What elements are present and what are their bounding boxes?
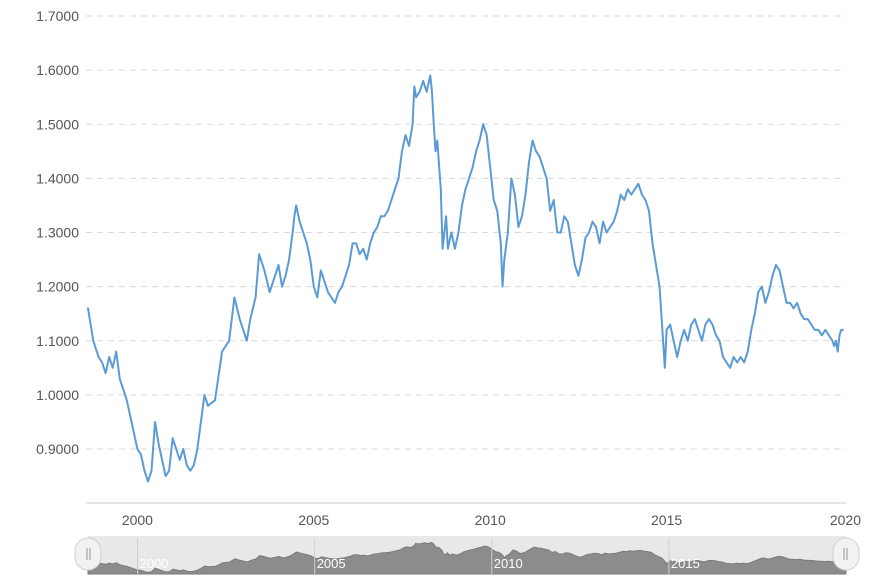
navigator-area [87,541,847,575]
x-tick-label: 2000 [122,512,153,528]
y-tick-label: 1.5000 [36,116,79,132]
y-tick-label: 1.0000 [36,387,79,403]
navigator-label: 2005 [317,556,346,571]
x-tick-label: 2005 [298,512,329,528]
navigator-handle-left[interactable] [74,537,102,571]
y-tick-label: 1.6000 [36,62,79,78]
y-tick-label: 1.3000 [36,225,79,241]
navigator-label: 2000 [140,556,169,571]
navigator-label: 2010 [494,556,523,571]
y-tick-label: 1.7000 [36,8,79,24]
x-tick-label: 2020 [830,512,861,528]
x-axis-tick-labels: 2000 2005 2010 2015 2020 [122,512,861,528]
x-tick-label: 2015 [651,512,682,528]
series-group [87,74,844,483]
x-tick-label: 2010 [475,512,506,528]
y-tick-label: 1.1000 [36,333,79,349]
navigator-handle-right[interactable] [832,537,860,571]
series-line [87,74,844,483]
y-tick-label: 1.2000 [36,279,79,295]
gridlines [86,15,846,450]
y-tick-label: 0.9000 [36,441,79,457]
navigator-labels: 2000 2005 2010 2015 [137,538,700,574]
y-tick-label: 1.4000 [36,170,79,186]
navigator-label: 2015 [671,556,700,571]
range-navigator[interactable]: 2000 2005 2010 2015 [74,536,860,575]
y-axis-tick-labels: 0.9000 1.0000 1.1000 1.2000 1.3000 1.4000 1.50… [36,8,79,457]
